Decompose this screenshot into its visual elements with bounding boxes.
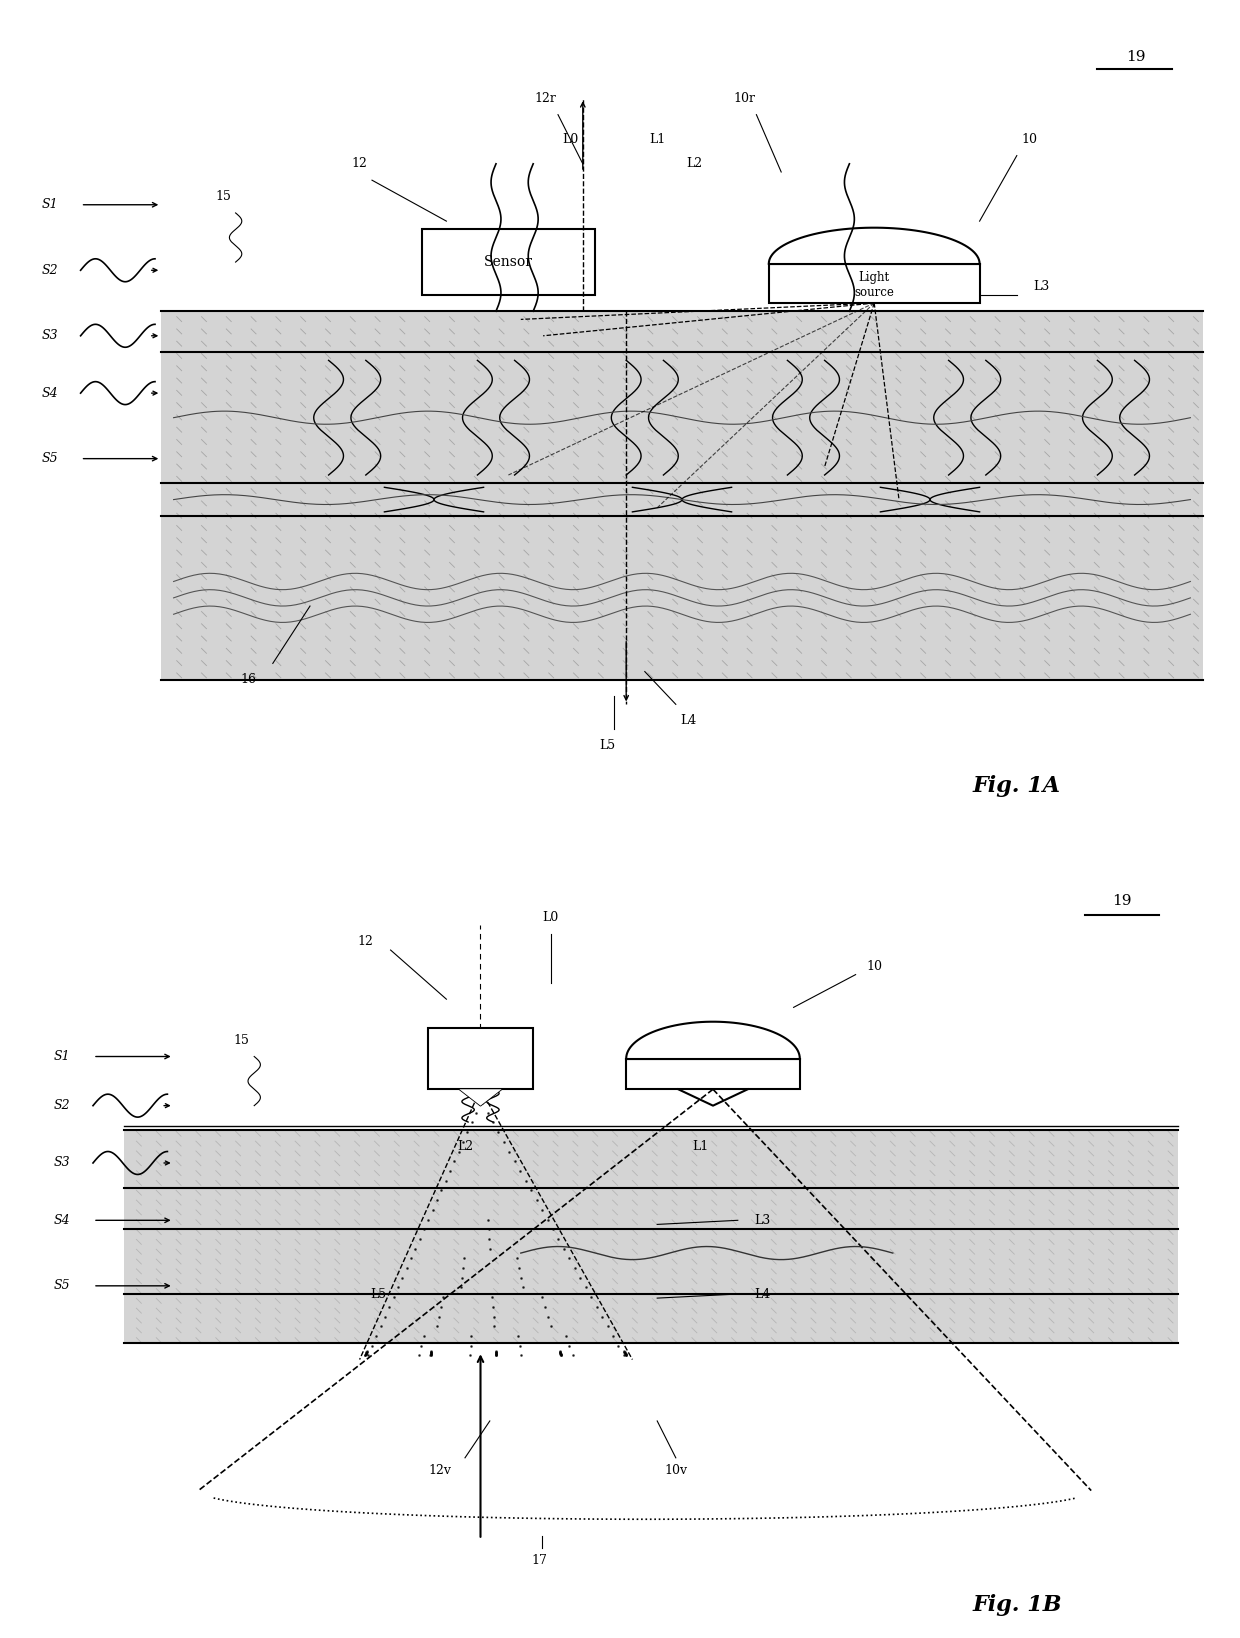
Bar [124,1294,1178,1343]
Text: S3: S3 [41,329,58,342]
Text: L4: L4 [754,1287,771,1301]
Bar [124,1228,1178,1294]
Text: S5: S5 [41,452,58,465]
Text: 15: 15 [216,190,231,203]
Text: 17: 17 [532,1554,547,1566]
Bar [769,264,980,303]
Text: 10: 10 [867,960,882,973]
Bar [161,516,1203,680]
Text: S3: S3 [53,1156,71,1170]
Text: L4: L4 [680,714,697,727]
Text: L2: L2 [686,157,703,170]
Text: 12r: 12r [534,92,557,105]
Text: 12: 12 [358,935,373,948]
Text: 15: 15 [234,1034,249,1047]
Text: 10: 10 [1022,133,1037,146]
Text: L5: L5 [370,1287,387,1301]
Text: L3: L3 [754,1214,771,1227]
Polygon shape [769,228,980,264]
Text: S1: S1 [53,1050,71,1063]
Polygon shape [459,1089,501,1106]
Text: Light
source: Light source [854,270,894,298]
Text: Sensor: Sensor [484,256,533,269]
Bar [161,311,1203,352]
Text: L3: L3 [1033,280,1050,293]
Text: 16: 16 [241,673,255,686]
Text: Fig. 1A: Fig. 1A [973,775,1060,798]
Text: S4: S4 [41,387,58,400]
Text: L5: L5 [599,739,616,752]
Bar [422,229,595,295]
Text: S4: S4 [53,1214,71,1227]
Text: S1: S1 [41,198,58,211]
Text: 10r: 10r [733,92,755,105]
Text: L1: L1 [649,133,666,146]
Text: S2: S2 [41,264,58,277]
Bar [124,1130,1178,1228]
Text: L0: L0 [562,133,579,146]
Text: 19: 19 [1126,51,1146,64]
Text: 12v: 12v [429,1464,451,1476]
Text: L1: L1 [692,1140,709,1153]
Text: 10v: 10v [665,1464,687,1476]
Text: S5: S5 [53,1279,71,1292]
Bar [161,483,1203,516]
Text: 12: 12 [352,157,367,170]
Text: L2: L2 [456,1140,474,1153]
Text: L0: L0 [542,911,559,924]
Bar [161,352,1203,483]
Bar [428,1029,533,1089]
Bar [626,1058,800,1089]
Text: S2: S2 [53,1099,71,1112]
Text: 19: 19 [1112,894,1132,907]
Text: Fig. 1B: Fig. 1B [972,1594,1061,1617]
Polygon shape [626,1022,800,1058]
